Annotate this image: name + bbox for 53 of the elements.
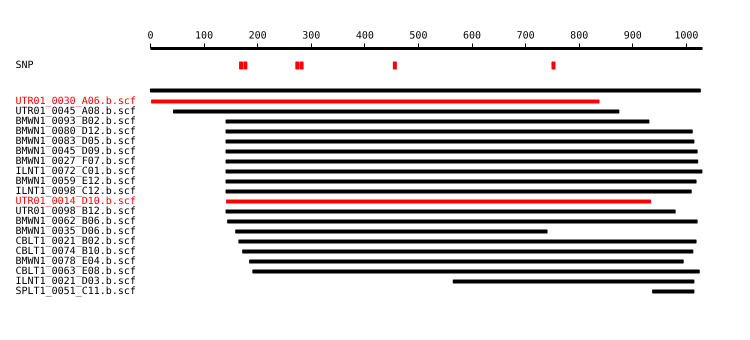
y-tick-label: SPLT1_0051_C11.b.scf	[16, 286, 136, 297]
bar	[452, 280, 694, 284]
x-tick-label: 900	[624, 30, 642, 42]
x-tick-label: 600	[463, 30, 482, 42]
y-tick-label: BMWN1_0093_B02.b.scf	[16, 116, 136, 127]
x-tick-label: 100	[195, 30, 214, 42]
y-tick-label: UTR01_0045_A08.b.scf	[16, 106, 136, 117]
y-tick-label: ILNT1_0021_D03.b.scf	[16, 276, 136, 287]
bar	[226, 180, 697, 184]
x-tick-label: 400	[356, 30, 374, 42]
y-tick-label: BMWN1_0027_F07.b.scf	[16, 156, 136, 167]
bar	[226, 160, 698, 164]
bar	[226, 190, 692, 194]
y-tick-label: CBLT1_0021_B02.b.scf	[16, 236, 136, 247]
bar	[226, 170, 702, 174]
bar	[235, 230, 548, 234]
y-tick-label: ILNT1_0098_C12.b.scf	[16, 186, 136, 197]
x-tick-label: 500	[409, 30, 428, 42]
y-tick-label: BMWN1_0045_D09.b.scf	[16, 146, 136, 157]
bar	[226, 140, 694, 144]
y-tick-label: SNP	[16, 60, 34, 71]
bar	[242, 250, 694, 254]
x-tick-label: 700	[516, 30, 535, 42]
bar	[252, 270, 700, 274]
y-tick-label: BMWN1_0078_E04.b.scf	[16, 256, 136, 267]
y-tick-label: UTR01_0014_D10.b.scf	[16, 196, 136, 207]
bar	[227, 220, 698, 224]
bar	[173, 110, 620, 114]
bar	[226, 130, 693, 134]
y-tick-label: UTR01_0098_B12.b.scf	[16, 206, 136, 217]
bar	[238, 240, 697, 244]
bar	[151, 100, 600, 104]
bar	[249, 260, 684, 264]
bar	[226, 210, 676, 214]
bar	[150, 88, 701, 92]
y-tick-label: BMWN1_0080_D12.b.scf	[16, 126, 136, 137]
bar	[226, 120, 650, 124]
bar	[226, 150, 698, 154]
x-tick-label: 0	[147, 30, 154, 42]
y-tick-label: BMWN1_0035_D06.b.scf	[16, 226, 136, 237]
bar	[652, 290, 694, 294]
y-tick-label: UTR01_0030_A06.b.scf	[16, 96, 136, 107]
y-tick-label: ILNT1_0072_C01.b.scf	[16, 166, 136, 177]
bar	[226, 200, 651, 204]
y-tick-label: CBLT1_0074_B10.b.scf	[16, 246, 136, 257]
x-tick-label: 300	[302, 30, 320, 42]
y-tick-label: BMWN1_0059_E12.b.scf	[16, 176, 136, 187]
y-tick-label: CBLT1_0063_E08.b.scf	[16, 266, 136, 277]
x-tick-label: 800	[570, 30, 588, 42]
x-tick-label: 200	[248, 30, 267, 42]
x-tick-label: 1000	[674, 30, 698, 42]
y-tick-label: BMWN1_0083_D05.b.scf	[16, 136, 136, 147]
y-tick-label: BMWN1_0062_B06.b.scf	[16, 216, 136, 227]
